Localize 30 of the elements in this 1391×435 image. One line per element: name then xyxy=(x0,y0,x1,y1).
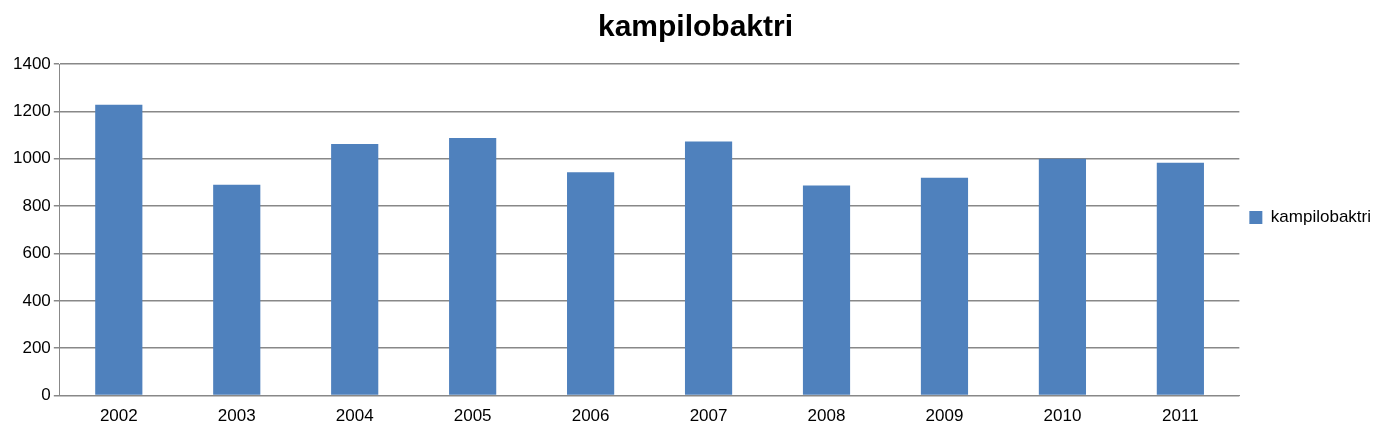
x-tick-label: 2008 xyxy=(807,406,846,426)
x-tick-label: 2011 xyxy=(1162,406,1199,426)
x-tick-label: 2007 xyxy=(689,406,728,426)
chart-title: kampilobaktri xyxy=(597,9,794,43)
bar xyxy=(449,137,497,395)
y-tick-label: 400 xyxy=(22,290,51,310)
y-tick-label: 1400 xyxy=(12,53,51,73)
y-tick-label: 1000 xyxy=(12,148,51,168)
x-tick-label: 2009 xyxy=(925,406,964,426)
bar xyxy=(920,177,969,395)
bar xyxy=(1038,158,1087,395)
bar xyxy=(95,104,143,395)
x-tick-label: 2002 xyxy=(99,406,138,426)
y-tick-label: 600 xyxy=(22,243,51,263)
bar xyxy=(802,185,851,395)
y-tick-label: 800 xyxy=(22,195,51,215)
x-tick-label: 2003 xyxy=(217,406,256,426)
x-tick-label: 2004 xyxy=(335,406,374,426)
x-tick-label: 2006 xyxy=(571,406,610,426)
y-tick-label: 1200 xyxy=(12,101,51,121)
legend-label: kampilobaktri xyxy=(1270,207,1372,227)
x-tick-label: 2010 xyxy=(1043,406,1082,426)
bar xyxy=(213,184,261,395)
bar xyxy=(567,172,615,395)
y-tick-label: 200 xyxy=(22,337,51,357)
y-tick-label: 0 xyxy=(41,385,51,405)
bar xyxy=(1156,162,1204,395)
bar xyxy=(331,144,379,395)
x-tick-label: 2005 xyxy=(453,406,492,426)
bar xyxy=(684,141,733,395)
